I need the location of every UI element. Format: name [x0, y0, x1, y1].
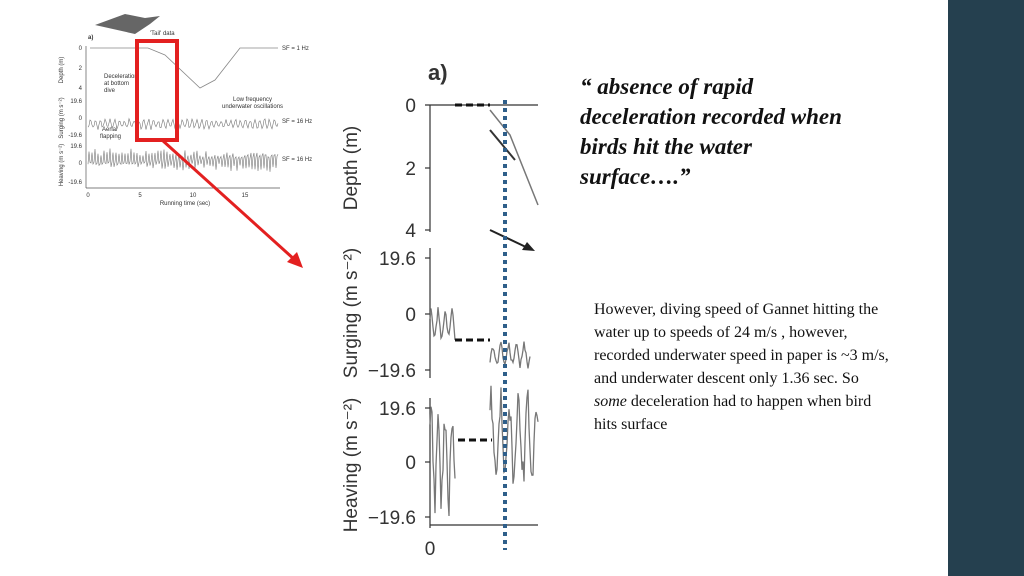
pointer-head — [522, 242, 535, 251]
axis-title: Heaving (m s⁻²) — [341, 398, 362, 533]
tick-label: 0 — [405, 305, 416, 326]
annotation: underwater oscillations — [222, 104, 283, 110]
signal-trace — [429, 307, 456, 341]
signal-trace — [429, 406, 456, 517]
annotation: at bottom — [104, 81, 129, 87]
tick-label: 19.6 — [379, 249, 416, 270]
tick-label: 5 — [138, 193, 142, 199]
tick-label: 10 — [190, 193, 197, 199]
annotation: Deceleration — [104, 74, 138, 80]
highlight-box — [135, 39, 179, 142]
tick-label: 0 — [79, 116, 83, 122]
tick-label: −19.6 — [368, 361, 416, 382]
figures: a) 'Tail' data 0 2 4 19.6 0 -19.6 19.6 0… — [59, 14, 539, 560]
annotation: Aerial — [102, 127, 117, 133]
tick-label: −19.6 — [368, 508, 416, 529]
pointer — [489, 129, 516, 161]
annotation: flapping — [100, 134, 121, 140]
tick-label: 2 — [405, 159, 416, 180]
body-text: However, diving speed of Gannet hitting … — [594, 298, 894, 436]
tick-label: 0 — [79, 46, 83, 52]
tick-label: 0 — [86, 193, 90, 199]
tick-label: 19.6 — [70, 99, 82, 105]
axis-title: Depth (m) — [59, 57, 65, 84]
axis-title: Surging (m s⁻²) — [59, 97, 65, 138]
panel-label: a) — [428, 60, 448, 85]
arrow-head — [287, 252, 303, 268]
tick-label: 0 — [79, 161, 83, 167]
tick-label: -19.6 — [68, 133, 82, 139]
tick-label: 4 — [79, 86, 83, 92]
axis-title: Surging (m s⁻²) — [341, 248, 362, 378]
axis-title: Running time (sec) — [160, 201, 210, 207]
annotation: Low frequency — [233, 97, 272, 103]
pointer — [489, 229, 529, 249]
tick-label: 4 — [405, 221, 416, 242]
signal-trace — [489, 341, 531, 369]
axis-title: Heaving (m s⁻²) — [59, 144, 65, 187]
tick-label: 0 — [405, 96, 416, 117]
arrow — [160, 138, 297, 262]
annotation: dive — [104, 88, 116, 94]
tick-label: 2 — [79, 66, 83, 72]
tick-label: 19.6 — [70, 144, 82, 150]
depth-trace — [90, 47, 278, 89]
signal-trace — [489, 385, 539, 484]
annotation: SF = 1 Hz — [282, 46, 309, 52]
tick-label: 0 — [425, 539, 436, 560]
signal-trace — [87, 117, 279, 131]
axis-title: Depth (m) — [341, 126, 362, 210]
tick-label: 0 — [405, 453, 416, 474]
gannet-icon — [95, 14, 160, 34]
quote: “ absence of rapid deceleration recorded… — [580, 74, 842, 189]
emphasis: some — [594, 393, 627, 410]
tick-label: 15 — [242, 193, 249, 199]
text: deceleration had to happen when bird hit… — [594, 393, 872, 433]
text: However, diving speed of Gannet hitting … — [594, 301, 889, 387]
annotation: SF = 16 Hz — [282, 157, 312, 163]
tick-label: 19.6 — [379, 399, 416, 420]
depth-trace — [489, 109, 539, 206]
sidebar — [948, 0, 1024, 576]
tick-label: -19.6 — [68, 180, 82, 186]
annotation: 'Tail' data — [150, 31, 175, 37]
signal-trace — [87, 148, 279, 172]
panel-label: a) — [88, 35, 93, 41]
annotation: SF = 16 Hz — [282, 119, 312, 125]
